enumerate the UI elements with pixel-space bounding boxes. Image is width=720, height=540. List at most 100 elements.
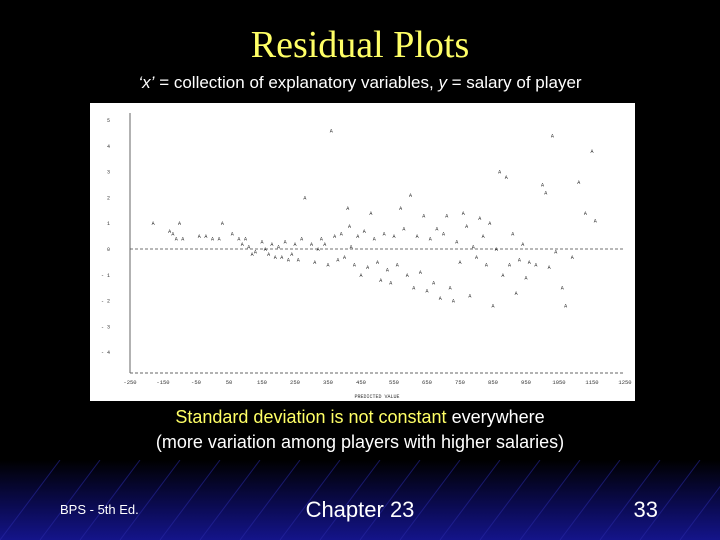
- residual-point: A: [303, 195, 306, 201]
- subtitle-end: = salary of player: [446, 73, 582, 92]
- x-tick-label: 450: [356, 379, 366, 386]
- residual-point: A: [528, 260, 531, 266]
- note-line-1-rest: everywhere: [446, 407, 545, 427]
- residual-point: A: [468, 293, 471, 299]
- subtitle-middle: = collection of explanatory variables,: [154, 73, 439, 92]
- residual-point: A: [419, 270, 422, 276]
- residual-point: A: [336, 257, 339, 263]
- residual-point: A: [478, 216, 481, 222]
- residual-point: A: [373, 237, 376, 243]
- residual-point: A: [455, 239, 458, 245]
- residual-point: A: [518, 257, 521, 263]
- residual-point: A: [429, 237, 432, 243]
- residual-point: A: [379, 278, 382, 284]
- x-tick-label: 850: [488, 379, 498, 386]
- y-tick-labels: 5 4 3 2 1 0 - 1 - 2 - 3 - 4: [101, 118, 110, 356]
- residual-point: A: [577, 180, 580, 186]
- residual-point: A: [590, 149, 593, 155]
- residual-point: A: [254, 250, 257, 256]
- slide-title: Residual Plots: [250, 24, 470, 66]
- residual-point: A: [409, 193, 412, 199]
- residual-point: A: [511, 232, 514, 238]
- residual-point: A: [221, 221, 224, 227]
- residual-point: A: [389, 281, 392, 287]
- residual-point: A: [584, 211, 587, 217]
- residual-point: A: [458, 260, 461, 266]
- x-tick-label: 650: [422, 379, 432, 386]
- y-tick-label: 4: [107, 144, 110, 150]
- x-tick-label: 1050: [552, 379, 565, 386]
- residual-point: A: [241, 242, 244, 248]
- residual-point: A: [366, 265, 369, 271]
- residual-point: A: [247, 244, 250, 250]
- residual-point: A: [297, 257, 300, 263]
- residual-plot-svg: 5 4 3 2 1 0 - 1 - 2 - 3 - 4 -250 -150 -50 50 150 250 35…: [101, 113, 632, 400]
- residual-point: A: [287, 257, 290, 263]
- y-tick-label: - 3: [101, 324, 110, 330]
- slide-background-gradient: [0, 460, 720, 540]
- residual-point: A: [396, 262, 399, 268]
- residual-point: A: [178, 221, 181, 227]
- residual-point: A: [508, 262, 511, 268]
- residual-point: A: [293, 242, 296, 248]
- x-tick-labels: -250 -150 -50 50 150 250 350 450 550 650 750 850 950…: [123, 379, 631, 386]
- residual-plot: 5 4 3 2 1 0 - 1 - 2 - 3 - 4 -250 -150 -50 50 150 250 35…: [90, 103, 635, 401]
- residual-point: A: [326, 262, 329, 268]
- residual-point: A: [280, 255, 283, 261]
- residual-point: A: [425, 288, 428, 294]
- residual-point: A: [350, 244, 353, 250]
- residual-point: A: [267, 252, 270, 258]
- residual-point: A: [521, 242, 524, 248]
- residual-point: A: [554, 250, 557, 256]
- residual-point: A: [348, 224, 351, 230]
- residual-point: A: [181, 237, 184, 243]
- residual-point: A: [399, 206, 402, 212]
- residual-point: A: [462, 211, 465, 217]
- subtitle-y-symbol: y: [438, 73, 447, 92]
- residual-point: A: [505, 175, 508, 181]
- subtitle-x-symbol: ‘x’: [138, 73, 155, 92]
- y-tick-label: 2: [107, 195, 110, 201]
- x-tick-label: 550: [389, 379, 399, 386]
- residual-point: A: [313, 260, 316, 266]
- residual-point: A: [152, 221, 155, 227]
- residual-point: A: [386, 268, 389, 274]
- residual-point: A: [439, 296, 442, 302]
- residual-point: A: [488, 221, 491, 227]
- residual-point: A: [231, 232, 234, 238]
- x-tick-label: 150: [257, 379, 267, 386]
- y-tick-label: 3: [107, 170, 110, 176]
- residual-point: A: [442, 232, 445, 238]
- residual-point: A: [564, 304, 567, 310]
- note-highlight: Standard deviation is not constant: [175, 407, 447, 427]
- residual-point: A: [211, 237, 214, 243]
- residual-point: A: [551, 134, 554, 140]
- x-axis-label: PREDICTED VALUE: [354, 394, 399, 400]
- slide-subtitle: ‘x’ = collection of explanatory variable…: [0, 72, 720, 94]
- residual-point: A: [472, 244, 475, 250]
- residual-point: A: [270, 242, 273, 248]
- residual-point: A: [416, 234, 419, 240]
- residual-point: A: [402, 226, 405, 232]
- x-tick-label: 950: [521, 379, 531, 386]
- residual-point: A: [534, 262, 537, 268]
- residual-point: A: [310, 242, 313, 248]
- residual-point: A: [346, 206, 349, 212]
- residual-point: A: [594, 219, 597, 225]
- residual-point: A: [284, 239, 287, 245]
- residual-point: A: [376, 260, 379, 266]
- residual-point: A: [452, 299, 455, 305]
- residual-point: A: [333, 234, 336, 240]
- residual-point: A: [369, 211, 372, 217]
- residual-point: A: [359, 273, 362, 279]
- residual-point: A: [175, 237, 178, 243]
- residual-point: A: [449, 286, 452, 292]
- residual-point: A: [320, 237, 323, 243]
- residual-point: A: [343, 255, 346, 261]
- y-tick-label: 0: [107, 247, 110, 253]
- residual-point: A: [412, 286, 415, 292]
- residual-point: A: [501, 273, 504, 279]
- residual-point: A: [171, 232, 174, 238]
- x-tick-label: 250: [290, 379, 300, 386]
- footer-edition: BPS - 5th Ed.: [60, 502, 139, 517]
